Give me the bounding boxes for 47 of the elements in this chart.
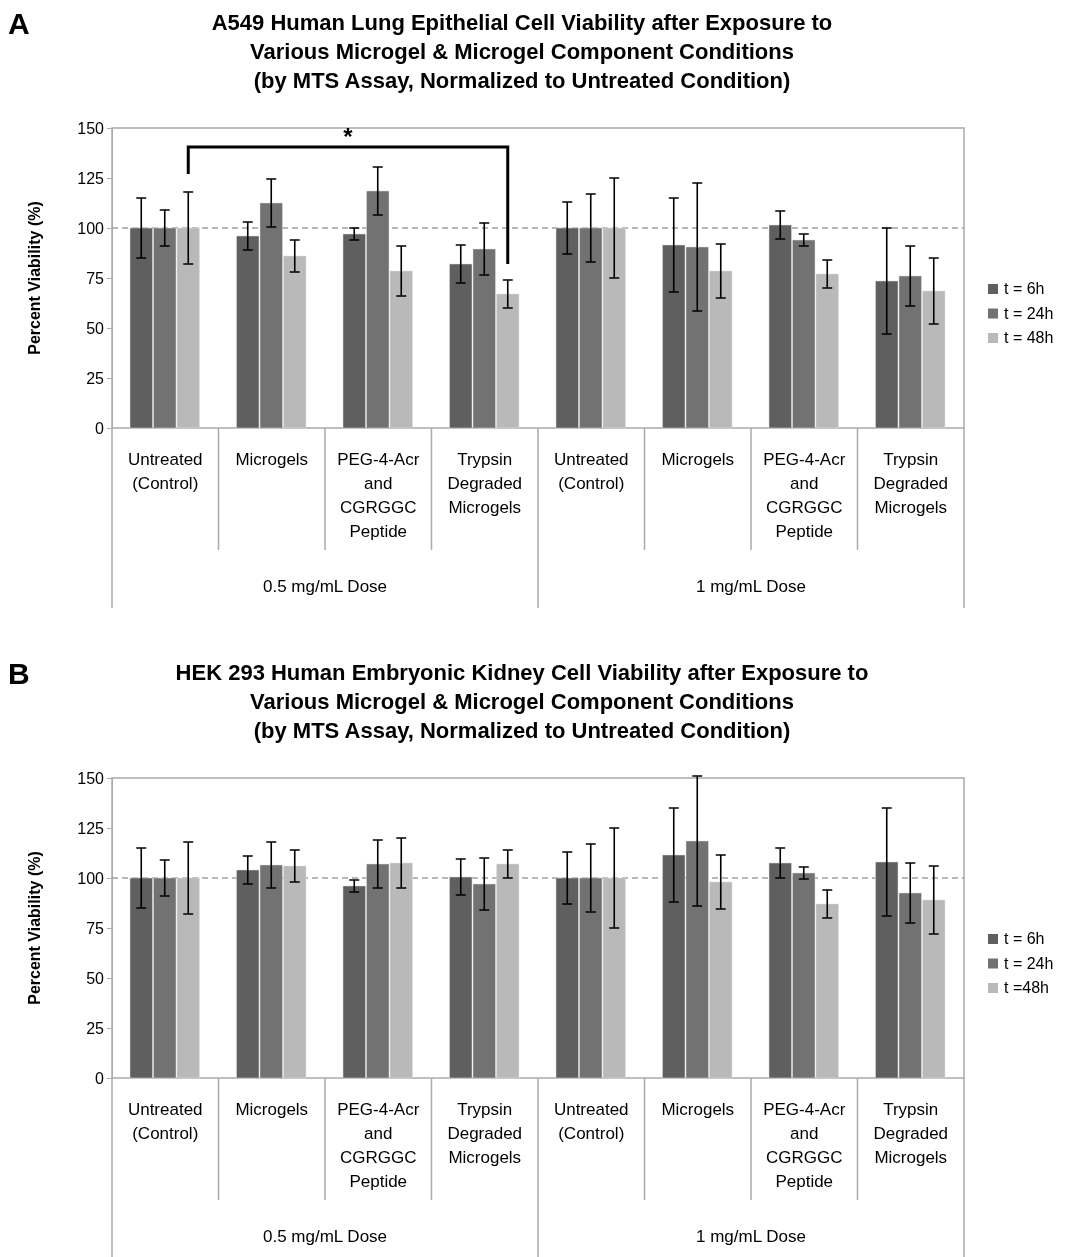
text: 0.5 mg/mL Dose	[262, 577, 388, 596]
y-tick-label: 50	[86, 319, 105, 337]
x-tick-label: PEG-4-Acr and CGRGGC Peptide	[337, 450, 420, 541]
chart-title: A549 Human Lung Epithelial Cell Viability after Exposure to Various Microgel & Microgel Component Conditions (by MTS Assay, Normalized to Untreated Condition)	[211, 10, 833, 93]
x-tick-label: Microgels	[661, 1100, 735, 1119]
text: 1 mg/mL Dose	[696, 1227, 806, 1246]
y-tick-label: 150	[77, 119, 105, 137]
x-tick-label: Trypsin Degraded Microgels	[873, 1100, 949, 1167]
legend-label: t = 24h	[1004, 304, 1054, 322]
x-tick-label: Trypsin Degraded Microgels	[447, 450, 523, 517]
legend-label: t =48h	[1004, 979, 1049, 996]
y-tick-label: 75	[86, 919, 105, 937]
y-tick-label: 0	[95, 419, 105, 437]
y-tick-label: 25	[86, 369, 105, 387]
text: B	[8, 657, 30, 690]
x-tick-label: Untreated (Control)	[553, 450, 629, 493]
x-tick-label: Microgels	[235, 450, 309, 469]
y-tick-label: 125	[77, 169, 105, 187]
y-axis-title: Percent Viability (%)	[26, 201, 43, 355]
x-tick-label: PEG-4-Acr and CGRGGC Peptide	[763, 450, 846, 541]
legend-label: t = 6h	[1004, 280, 1045, 297]
x-tick-label: Untreated (Control)	[127, 1100, 203, 1143]
text: A	[8, 7, 30, 40]
x-tick-label: Trypsin Degraded Microgels	[447, 1100, 523, 1167]
x-tick-label: Trypsin Degraded Microgels	[873, 450, 949, 517]
x-tick-label: Microgels	[661, 450, 735, 469]
y-tick-label: 0	[95, 1069, 105, 1087]
y-tick-label: 50	[86, 969, 105, 987]
x-tick-label: PEG-4-Acr and CGRGGC Peptide	[337, 1100, 420, 1191]
text: 1 mg/mL Dose	[696, 577, 806, 596]
y-tick-label: 150	[77, 769, 105, 787]
x-tick-label: Untreated (Control)	[127, 450, 203, 493]
legend-label: t = 6h	[1004, 930, 1045, 947]
x-tick-label: Untreated (Control)	[553, 1100, 629, 1143]
text: 0.5 mg/mL Dose	[262, 1227, 388, 1246]
x-tick-label: Microgels	[235, 1100, 309, 1119]
legend-label: t = 24h	[1004, 954, 1054, 972]
annotation: *	[343, 123, 354, 150]
y-tick-label: 75	[86, 269, 105, 287]
y-tick-label: 25	[86, 1019, 105, 1037]
x-tick-label: PEG-4-Acr and CGRGGC Peptide	[763, 1100, 846, 1191]
y-tick-label: 125	[77, 819, 105, 837]
y-tick-label: 100	[77, 869, 105, 887]
y-axis-title: Percent Viability (%)	[26, 851, 43, 1005]
legend-label: t = 48h	[1004, 329, 1054, 346]
chart-title: HEK 293 Human Embryonic Kidney Cell Viability after Exposure to Various Microgel & Microgel Component Conditions (by MTS Assay, Normalized to Untreated Condition)	[175, 660, 869, 743]
y-tick-label: 100	[77, 219, 105, 237]
